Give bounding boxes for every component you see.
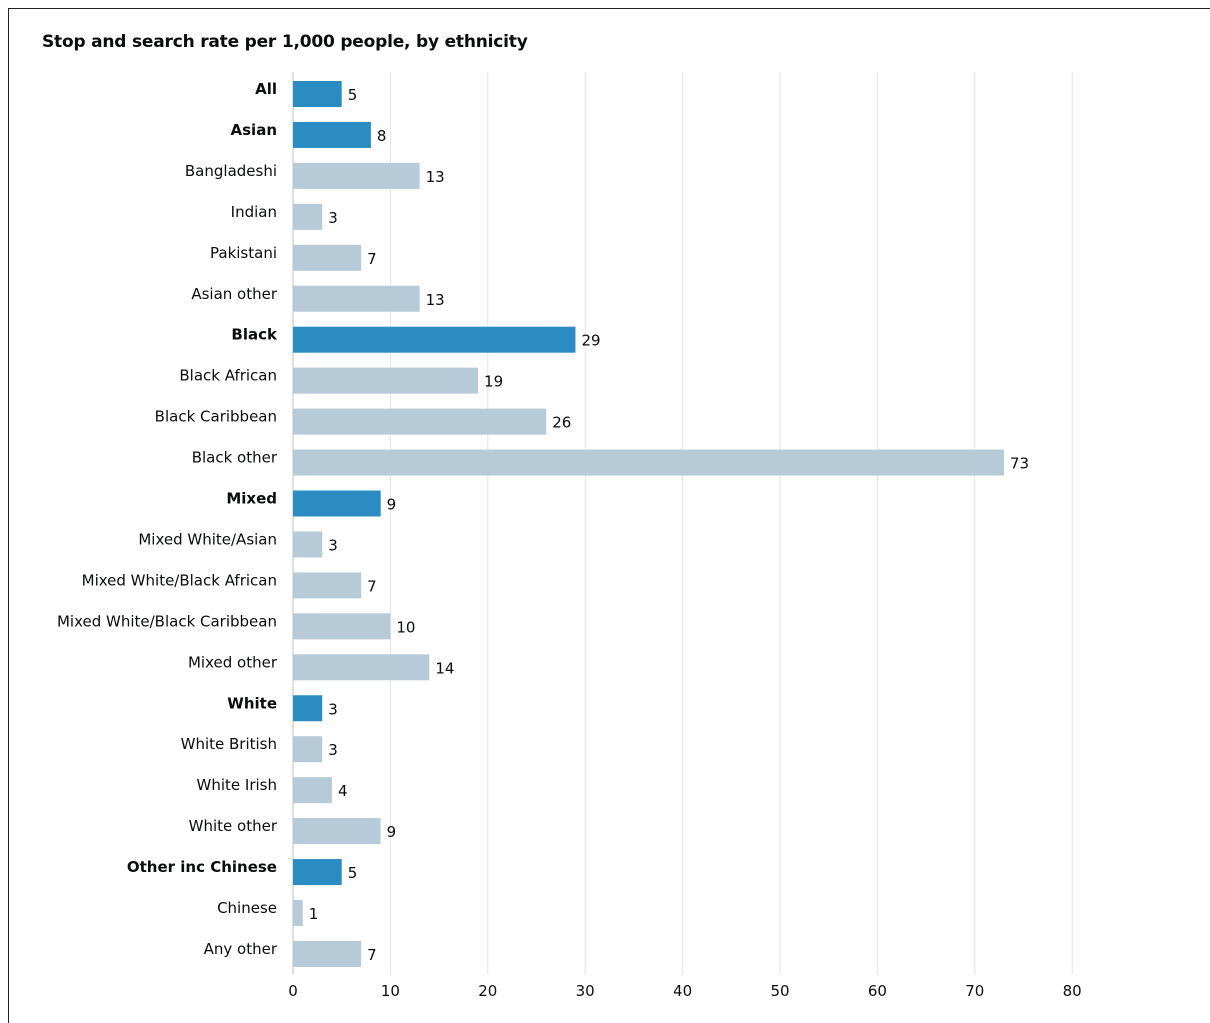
category-label: White Irish <box>197 776 277 794</box>
bar <box>293 859 342 885</box>
data-label: 9 <box>387 496 397 514</box>
category-label: All <box>255 80 277 98</box>
bar <box>293 204 322 230</box>
data-label: 19 <box>484 373 503 391</box>
data-label: 13 <box>426 168 445 186</box>
x-tick-label: 40 <box>673 982 692 1000</box>
category-label: Pakistani <box>210 244 277 262</box>
bar <box>293 122 371 148</box>
bar <box>293 491 381 517</box>
data-label: 26 <box>552 414 571 432</box>
category-labels: All Asian Bangladeshi Indian Pakistani Asian … <box>57 80 278 958</box>
data-label: 5 <box>348 864 358 882</box>
bar <box>293 900 303 926</box>
bar <box>293 163 420 189</box>
bar <box>293 327 575 353</box>
category-label: Any other <box>204 940 278 958</box>
x-tick-label: 60 <box>868 982 887 1000</box>
x-tick-label: 70 <box>965 982 984 1000</box>
bar <box>293 450 1004 476</box>
x-axis-ticks: 0 10 20 30 40 50 60 70 80 <box>288 982 1082 1000</box>
category-label: Bangladeshi <box>185 162 277 180</box>
data-label: 3 <box>328 700 338 718</box>
category-label: Asian other <box>191 285 278 303</box>
data-label: 8 <box>377 127 387 145</box>
data-label: 73 <box>1010 455 1029 473</box>
data-label: 29 <box>581 332 600 350</box>
x-tick-label: 30 <box>576 982 595 1000</box>
category-label: Black African <box>179 367 277 385</box>
bar <box>293 613 390 639</box>
bar <box>293 654 429 680</box>
data-label: 3 <box>328 536 338 554</box>
category-label: White other <box>189 817 278 835</box>
data-label: 14 <box>435 659 454 677</box>
data-label: 5 <box>348 86 358 104</box>
data-label: 7 <box>367 577 377 595</box>
bar <box>293 736 322 762</box>
bar <box>293 286 420 312</box>
category-label: Mixed White/Black Caribbean <box>57 612 277 630</box>
bar <box>293 572 361 598</box>
category-label: Chinese <box>217 899 277 917</box>
bar <box>293 81 342 107</box>
category-label: Black other <box>192 449 278 467</box>
category-label: White British <box>181 735 277 753</box>
data-label: 4 <box>338 782 348 800</box>
data-label: 3 <box>328 741 338 759</box>
bar <box>293 941 361 967</box>
x-tick-label: 20 <box>478 982 497 1000</box>
bar <box>293 245 361 271</box>
x-tick-label: 80 <box>1063 982 1082 1000</box>
bar <box>293 695 322 721</box>
category-label: Mixed <box>226 490 277 508</box>
bar <box>293 368 478 394</box>
data-label: 3 <box>328 209 338 227</box>
category-label: Indian <box>231 203 277 221</box>
bar <box>293 531 322 557</box>
x-tick-label: 10 <box>381 982 400 1000</box>
category-label: Other inc Chinese <box>127 858 277 876</box>
bar <box>293 777 332 803</box>
category-label: Mixed other <box>188 653 278 671</box>
category-label: White <box>227 694 277 712</box>
bars <box>293 81 1004 967</box>
data-label: 1 <box>309 905 319 923</box>
data-label: 9 <box>387 823 397 841</box>
value-labels: 5 8 13 3 7 13 29 19 26 73 9 3 7 10 14 3 3 4 9 5 1 7 <box>309 86 1029 964</box>
data-label: 10 <box>396 618 415 636</box>
bar <box>293 818 381 844</box>
data-label: 7 <box>367 946 377 964</box>
x-tick-label: 50 <box>770 982 789 1000</box>
data-label: 13 <box>426 291 445 309</box>
category-label: Black <box>231 326 278 344</box>
data-label: 7 <box>367 250 377 268</box>
bar <box>293 409 546 435</box>
category-label: Mixed White/Black African <box>82 571 277 589</box>
category-label: Asian <box>231 121 277 139</box>
category-label: Black Caribbean <box>155 408 277 426</box>
x-tick-label: 0 <box>288 982 298 1000</box>
category-label: Mixed White/Asian <box>138 530 277 548</box>
gridlines <box>293 72 1072 974</box>
